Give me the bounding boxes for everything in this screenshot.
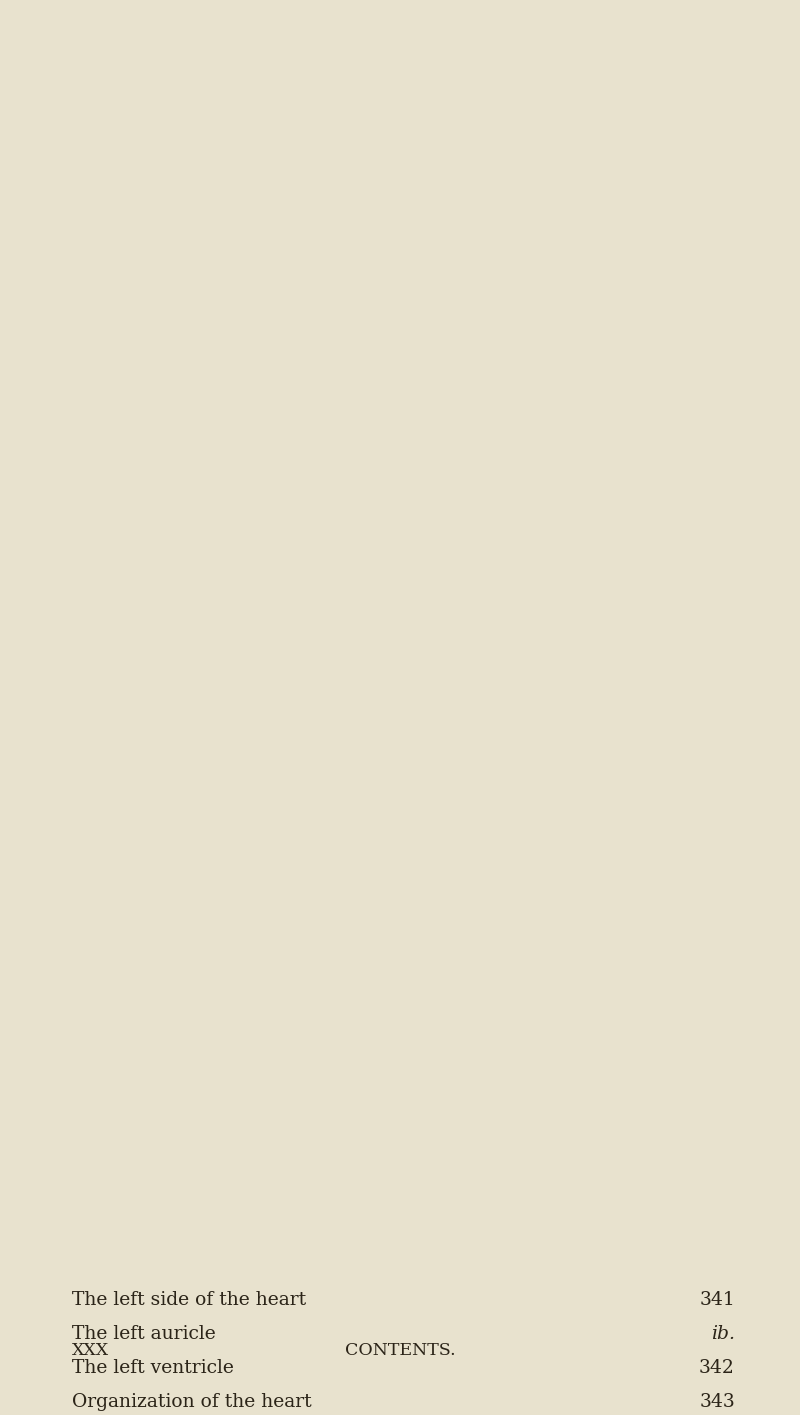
Text: 342: 342 bbox=[699, 1358, 735, 1377]
Text: 341: 341 bbox=[699, 1290, 735, 1309]
Text: 343: 343 bbox=[699, 1394, 735, 1411]
Text: The left side of the heart: The left side of the heart bbox=[72, 1290, 306, 1309]
Text: The left ventricle: The left ventricle bbox=[72, 1358, 234, 1377]
Text: ib.: ib. bbox=[711, 1324, 735, 1343]
Text: Organization of the heart: Organization of the heart bbox=[72, 1394, 312, 1411]
Text: CONTENTS.: CONTENTS. bbox=[345, 1341, 455, 1358]
Text: The left auricle: The left auricle bbox=[72, 1324, 216, 1343]
Text: XXX: XXX bbox=[72, 1341, 109, 1358]
